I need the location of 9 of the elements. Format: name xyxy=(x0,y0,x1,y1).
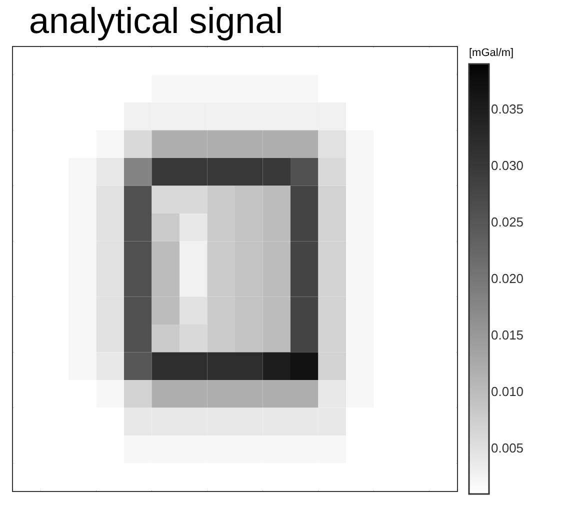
color-bar-title: [mGal/m] xyxy=(469,47,514,59)
color-bar-label: 0.010 xyxy=(491,384,524,400)
color-bar-label: 0.025 xyxy=(491,214,524,230)
color-bar-label: 0.020 xyxy=(491,271,524,286)
color-bar-label: 0.005 xyxy=(491,440,524,456)
color-bar-label: 0.030 xyxy=(491,158,524,173)
chart-title: analytical signal xyxy=(29,0,284,41)
color-bar-label: 0.035 xyxy=(491,101,524,116)
color-bar-label: 0.015 xyxy=(491,328,524,343)
